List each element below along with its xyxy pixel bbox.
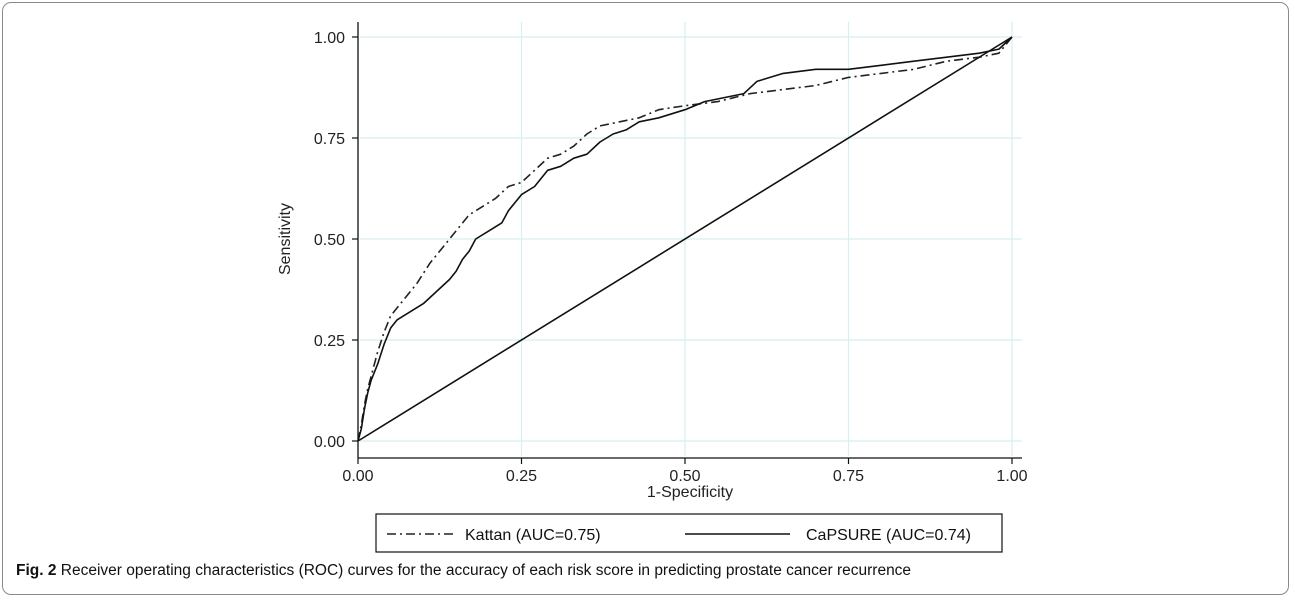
legend-label-kattan: Kattan (AUC=0.75): [465, 527, 601, 544]
series-group: [357, 36, 1013, 442]
y-tick-label-0: 0.00: [314, 434, 345, 451]
y-axis-title: Sensitivity: [277, 203, 294, 275]
legend-label-capsure: CaPSURE (AUC=0.74): [806, 527, 971, 544]
legend: Kattan (AUC=0.75) CaPSURE (AUC=0.74): [375, 513, 1003, 553]
kattan-curve: [357, 36, 1013, 442]
x-tick-label-3: 0.75: [833, 468, 864, 485]
legend-box: [375, 513, 1003, 553]
figure-caption-text: Receiver operating characteristics (ROC)…: [60, 562, 912, 579]
figure-caption-label: Fig. 2: [16, 562, 57, 579]
capsure-curve: [357, 36, 1013, 442]
figure-caption: Fig. 2 Receiver operating characteristic…: [16, 562, 911, 580]
roc-chart: 0.00 0.25 0.50 0.75 1.00 0.00 0.25 0.50 0.75 1.00…: [277, 20, 1028, 553]
x-tick-label-2: 0.50: [669, 468, 700, 485]
x-tick-label-0: 0.00: [342, 468, 373, 485]
axes: 0.00 0.25 0.50 0.75 1.00 0.00 0.25 0.50 0.75 1.00: [314, 22, 1028, 485]
y-tick-label-2: 0.50: [314, 232, 345, 249]
x-tick-label-1: 0.25: [506, 468, 537, 485]
x-axis-title: 1-Specificity: [647, 484, 733, 501]
y-tick-label-3: 0.75: [314, 131, 345, 148]
y-tick-label-4: 1.00: [314, 30, 345, 47]
y-tick-label-1: 0.25: [314, 333, 345, 350]
x-tick-label-4: 1.00: [996, 468, 1027, 485]
reference-diagonal: [357, 36, 1013, 442]
